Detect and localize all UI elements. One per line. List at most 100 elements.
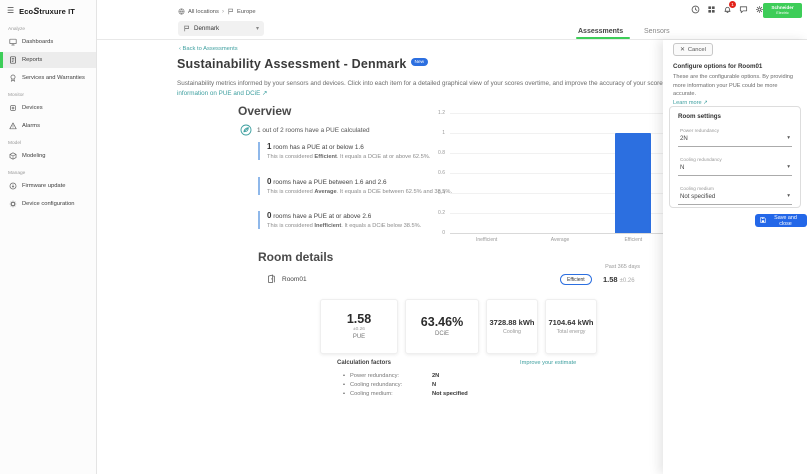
pue-chart: 0 0.2 0.4 0.6 0.8 1 1.2 Inefficient Average Effic…: [425, 108, 705, 253]
breadcrumb-root[interactable]: All locations: [188, 8, 219, 15]
room-pue-tolerance: ±0.26: [619, 278, 635, 284]
sidebar-item-services-warranties[interactable]: Services and Warranties: [0, 70, 96, 86]
sidebar-item-dashboards[interactable]: Dashboards: [0, 34, 96, 50]
chart-y-tick-label: 1.2: [438, 110, 445, 116]
chart-y-tick-label: 0.6: [438, 170, 445, 176]
app-logo: EcoStruxure IT: [19, 6, 75, 16]
room-pue-value: 1.58: [603, 275, 618, 284]
chart-y-tick-label: 0.8: [438, 150, 445, 156]
sidebar-item-label: Dashboards: [22, 39, 54, 45]
cancel-button[interactable]: ✕ Cancel: [673, 43, 713, 56]
firmware-update-icon: [9, 182, 17, 190]
power-redundancy-select[interactable]: Power redundancy 2N ▾: [678, 126, 792, 147]
chevron-down-icon: ▾: [787, 193, 790, 199]
sidebar-item-label: Modeling: [22, 153, 46, 159]
chart-y-tick-label: 0: [442, 230, 445, 236]
history-icon[interactable]: [690, 4, 701, 15]
efficiency-status-badge[interactable]: Efficient: [560, 274, 592, 285]
chart-y-tick-label: 0.2: [438, 210, 445, 216]
room-row[interactable]: Room01: [266, 274, 307, 284]
chart-gridline: [450, 233, 703, 234]
chart-x-category-label: Inefficient: [476, 237, 498, 243]
certificate-icon: [9, 74, 17, 82]
sidebar-item-alarms[interactable]: Alarms: [0, 118, 96, 134]
breadcrumb-separator: ›: [221, 8, 224, 15]
sidebar-section-analyze: Analyze: [8, 27, 26, 32]
calculation-factors-heading: Calculation factors: [337, 360, 392, 366]
back-to-assessments-link[interactable]: ‹ Back to Assessments: [179, 46, 238, 52]
active-tab-underline: [576, 37, 630, 39]
chart-gridline: [450, 173, 703, 174]
sidebar-section-monitor: Monitor: [8, 93, 24, 98]
chart-x-category-label: Efficient: [624, 237, 643, 243]
header-divider: [97, 39, 807, 40]
save-and-close-button[interactable]: Save and close: [755, 214, 807, 227]
cooling-redundancy-select[interactable]: Cooling redundancy N ▾: [678, 155, 792, 176]
overview-block-average: 0 rooms have a PUE between 1.6 and 2.6 T…: [258, 177, 468, 195]
total-energy-card-value: 7104.64 kWh: [548, 318, 594, 327]
room-pue-summary: 1.58 ±0.26: [603, 275, 635, 284]
feedback-chat-icon[interactable]: [738, 4, 749, 15]
alarm-triangle-icon: [9, 122, 17, 130]
chevron-down-icon: ▾: [787, 164, 790, 170]
schneider-logo-subtext: Electric: [776, 10, 789, 15]
factor-row-cooling-medium: • Cooling medium: Not specified: [343, 390, 468, 397]
learn-more-link[interactable]: Learn more ↗: [673, 99, 708, 106]
apps-grid-icon[interactable]: [706, 4, 717, 15]
sidebar-item-label: Device configuration: [22, 201, 75, 207]
schneider-electric-logo[interactable]: Schneider Electric: [763, 3, 802, 18]
pue-card-label: PUE: [352, 333, 366, 340]
cooling-medium-select[interactable]: Cooling medium Not specified ▾: [678, 184, 792, 205]
room-metric-cards: 1.58 ±0.26 PUE 63.46% DCiE 3728.88 kWh C…: [320, 299, 597, 354]
overview-summary: 1 out of 2 rooms have a PUE calculated: [240, 124, 370, 136]
breadcrumb: All locations › Europe: [178, 8, 256, 15]
calculation-factors-list: • Power redundancy: 2N • Cooling redunda…: [343, 371, 468, 398]
location-selector[interactable]: Denmark ▾: [178, 21, 264, 36]
reports-icon: [9, 56, 17, 64]
chart-gridline: [450, 193, 703, 194]
chart-y-tick-label: 1: [442, 130, 445, 136]
room-details-heading: Room details: [258, 250, 334, 264]
device-config-gear-icon: [9, 200, 17, 208]
cooling-card-label: Cooling: [503, 329, 521, 335]
sidebar: ☰ EcoStruxure IT Analyze Dashboards Repo…: [0, 0, 97, 474]
cooling-card-value: 3728.88 kWh: [489, 318, 535, 327]
cooling-card: 3728.88 kWh Cooling: [486, 299, 538, 354]
menu-hamburger-icon[interactable]: ☰: [7, 6, 15, 15]
pue-card-value: 1.58: [346, 312, 372, 327]
chart-bar-efficient: [615, 133, 652, 233]
factor-row-power-redundancy: • Power redundancy: 2N: [343, 372, 440, 379]
chart-y-tick-label: 0.4: [438, 190, 445, 196]
sidebar-section-manage: Manage: [8, 171, 26, 176]
pue-card: 1.58 ±0.26 PUE: [320, 299, 398, 354]
settings-gear-icon[interactable]: [754, 4, 765, 15]
leaf-icon: [240, 124, 252, 136]
bullet-icon: •: [343, 390, 345, 397]
improve-estimate-link[interactable]: Improve your estimate: [520, 360, 577, 366]
chart-gridline: [450, 113, 703, 114]
sidebar-item-modeling[interactable]: Modeling: [0, 148, 96, 164]
dcie-card-label: DCiE: [434, 331, 449, 338]
notifications-bell-icon[interactable]: 1: [722, 1, 736, 15]
sidebar-item-firmware-update[interactable]: Firmware update: [0, 178, 96, 194]
location-flag-icon: [183, 25, 190, 32]
total-energy-card: 7104.64 kWh Total energy: [545, 299, 597, 354]
room-name: Room01: [282, 275, 307, 283]
sidebar-item-label: Reports: [22, 57, 43, 63]
enterprise-flag-icon: [227, 8, 234, 15]
tab-sensors[interactable]: Sensors: [644, 28, 670, 35]
tab-assessments[interactable]: Assessments: [578, 28, 624, 35]
overview-block-efficient: 1 room has a PUE at or below 1.6 This is…: [258, 142, 468, 160]
dashboards-icon: [9, 38, 17, 46]
overview-block-inefficient: 0 rooms have a PUE at or above 2.6 This …: [258, 211, 468, 229]
bullet-icon: •: [343, 381, 345, 388]
sidebar-item-reports[interactable]: Reports: [0, 52, 96, 68]
chevron-down-icon: ▾: [255, 26, 259, 32]
page-title: Sustainability Assessment - Denmark: [177, 57, 407, 71]
chart-gridline: [450, 133, 703, 134]
sidebar-item-devices[interactable]: Devices: [0, 100, 96, 116]
sidebar-item-label: Alarms: [22, 123, 41, 129]
sidebar-item-device-configuration[interactable]: Device configuration: [0, 196, 96, 212]
breadcrumb-current[interactable]: Europe: [236, 8, 256, 15]
